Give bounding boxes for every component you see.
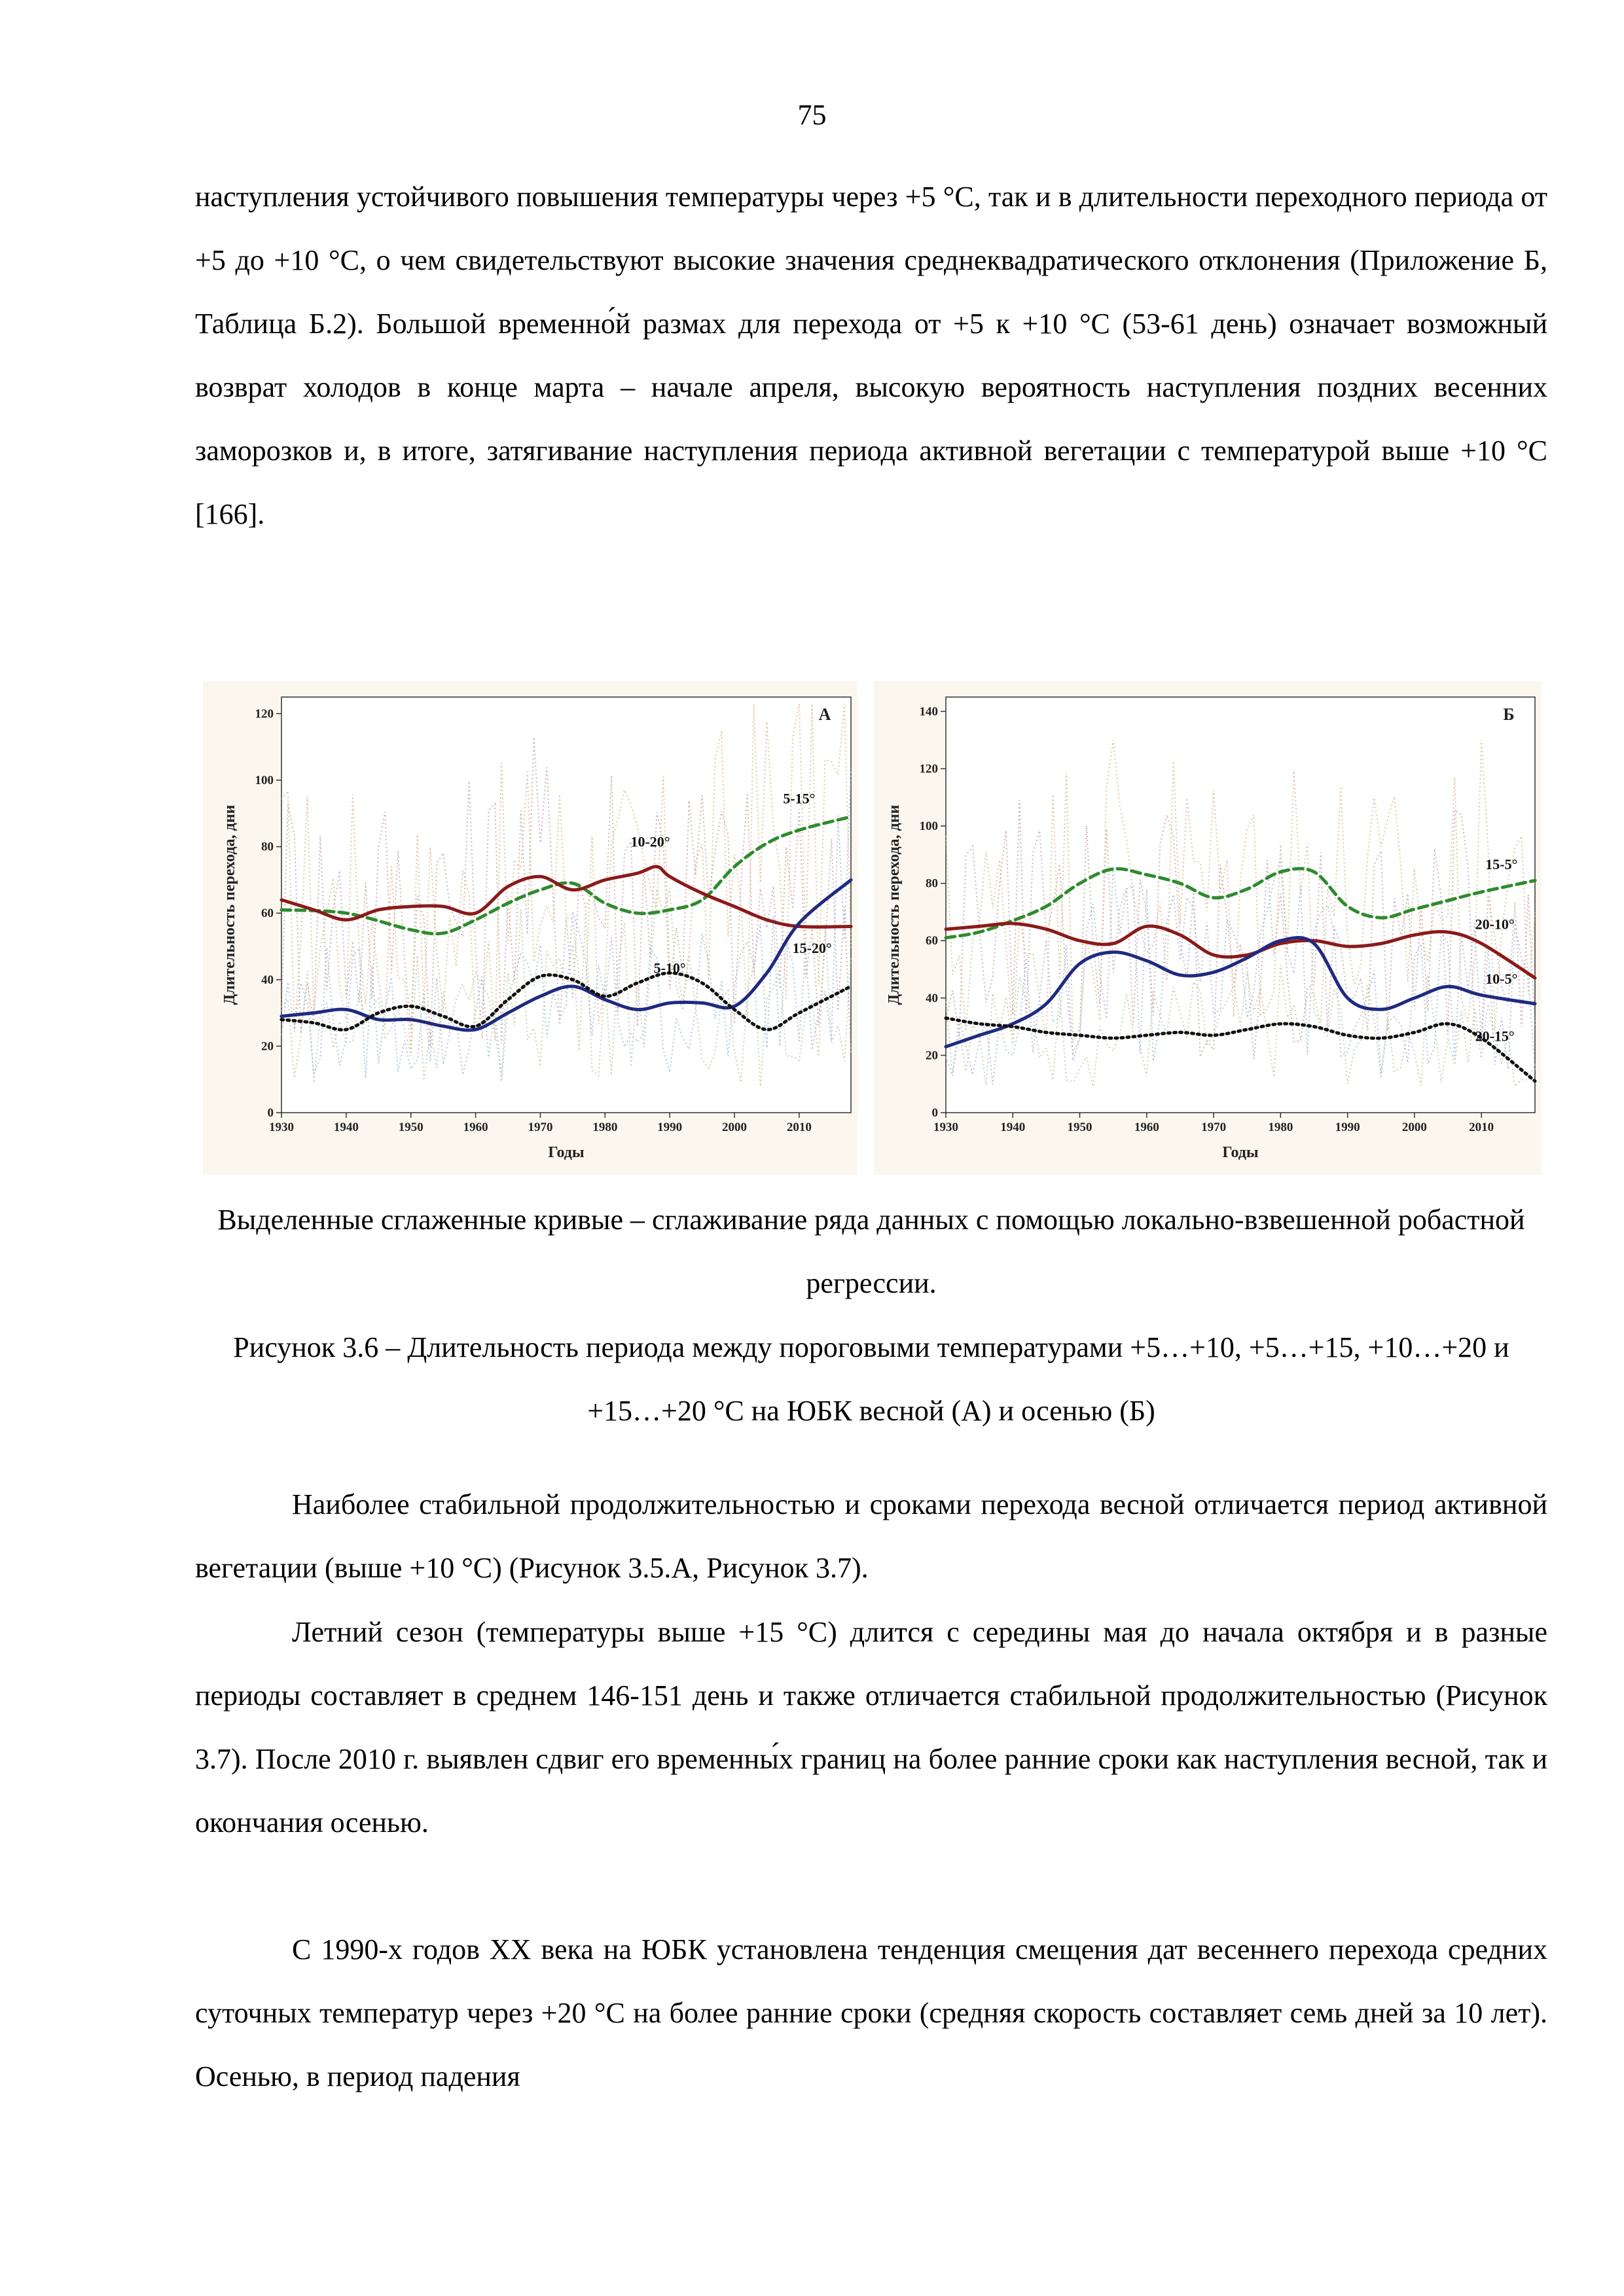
panel-label: Б bbox=[1503, 705, 1514, 724]
y-tick-label: 100 bbox=[255, 774, 274, 787]
paragraph-2: Наиболее стабильной продолжительностью и… bbox=[195, 1488, 1547, 1584]
y-tick-label: 80 bbox=[261, 840, 274, 854]
x-tick-label: 2000 bbox=[722, 1121, 747, 1134]
series-label-a-3: 15-20° bbox=[793, 940, 832, 956]
series-label-b-3: 20-15° bbox=[1475, 1028, 1515, 1045]
chart-panel-b: 1930 1940 1950 1960 1970 1980 1990 2000 2010 0 20 4… bbox=[874, 681, 1542, 1175]
x-tick-label: 1980 bbox=[592, 1121, 617, 1134]
y-tick-label: 80 bbox=[926, 877, 938, 891]
y-tick-label: 60 bbox=[261, 906, 274, 920]
raw-series-a-3 bbox=[281, 888, 852, 1086]
raw-series-b-3 bbox=[945, 965, 1536, 1088]
series-line-b-3 bbox=[944, 1016, 1537, 1083]
y-axis-label: Длительность перехода, дни bbox=[886, 804, 903, 1005]
series-line-a-3 bbox=[280, 971, 853, 1031]
raw-series-a-2 bbox=[281, 768, 852, 1081]
series-line-b-2 bbox=[944, 936, 1537, 1049]
series-label-b-1: 20-10° bbox=[1475, 916, 1515, 933]
chart-a-svg: 1930 1940 1950 1960 1970 1980 1990 2000 2010 0 20 4… bbox=[221, 696, 853, 1161]
series-label-a-0: 5-15° bbox=[783, 791, 815, 807]
figure-note: Выделенные сглаженные кривые – сглаживан… bbox=[217, 1204, 1525, 1299]
y-tick-label: 120 bbox=[920, 762, 939, 776]
paragraph-1: наступления устойчивого повышения темпер… bbox=[195, 181, 1547, 530]
paragraph-4: С 1990-х годов XX века на ЮБК установлен… bbox=[195, 1933, 1547, 2092]
y-tick-label: 40 bbox=[261, 973, 274, 987]
x-tick-label: 1960 bbox=[1134, 1121, 1159, 1134]
x-tick-label: 1940 bbox=[334, 1121, 359, 1134]
plot-area bbox=[281, 696, 852, 1113]
x-tick-label: 1990 bbox=[657, 1121, 682, 1134]
y-tick-label: 40 bbox=[926, 992, 938, 1005]
chart-b-svg: 1930 1940 1950 1960 1970 1980 1990 2000 2010 0 20 4… bbox=[886, 696, 1537, 1161]
raw-series-b-1 bbox=[945, 800, 1536, 1059]
x-tick-label: 1940 bbox=[1000, 1121, 1025, 1134]
panel-label: А bbox=[819, 705, 831, 724]
raw-series-b-2 bbox=[945, 858, 1536, 1085]
x-axis-label: Годы bbox=[1222, 1144, 1259, 1161]
series-line-b-1 bbox=[944, 922, 1537, 980]
y-tick-label: 100 bbox=[920, 819, 939, 833]
x-tick-label: 2000 bbox=[1402, 1121, 1427, 1134]
chart-panel-a: 1930 1940 1950 1960 1970 1980 1990 2000 2010 0 20 4… bbox=[203, 681, 857, 1175]
y-tick-label: 20 bbox=[926, 1049, 938, 1062]
x-tick-label: 1980 bbox=[1268, 1121, 1293, 1134]
x-axis-label: Годы bbox=[548, 1144, 585, 1161]
figure-3-6: 1930 1940 1950 1960 1970 1980 1990 2000 2010 0 20 4… bbox=[203, 681, 1545, 1178]
x-tick-label: 2010 bbox=[1469, 1121, 1494, 1134]
series-line-a-1 bbox=[280, 865, 853, 929]
x-tick-label: 1950 bbox=[1068, 1121, 1092, 1134]
raw-series-a-1 bbox=[281, 737, 852, 1054]
x-tick-label: 1960 bbox=[463, 1121, 488, 1134]
y-tick-label: 120 bbox=[255, 707, 274, 721]
x-tick-label: 1970 bbox=[528, 1121, 552, 1134]
y-tick-label: 60 bbox=[926, 934, 938, 948]
x-tick-label: 2010 bbox=[787, 1121, 812, 1134]
x-tick-label: 1930 bbox=[269, 1121, 294, 1134]
y-tick-label: 140 bbox=[920, 705, 939, 719]
series-line-a-2 bbox=[280, 878, 853, 1032]
page-number: 75 bbox=[797, 99, 827, 131]
y-tick-label: 0 bbox=[268, 1106, 274, 1120]
x-tick-label: 1950 bbox=[399, 1121, 424, 1134]
raw-series-a-0 bbox=[281, 704, 852, 1050]
x-tick-label: 1930 bbox=[933, 1121, 958, 1134]
paragraph-3: Летний сезон (температуры выше +15 °С) д… bbox=[195, 1616, 1547, 1839]
x-tick-label: 1970 bbox=[1201, 1121, 1226, 1134]
y-tick-label: 0 bbox=[932, 1106, 939, 1120]
series-label-b-0: 15-5° bbox=[1485, 856, 1517, 872]
series-label-a-1: 10-20° bbox=[630, 834, 670, 850]
y-axis-label: Длительность перехода, дни bbox=[221, 804, 238, 1005]
x-tick-label: 1990 bbox=[1335, 1121, 1360, 1134]
figure-caption: Рисунок 3.6 – Длительность периода между… bbox=[233, 1331, 1509, 1427]
y-tick-label: 20 bbox=[261, 1039, 274, 1053]
series-label-b-2: 10-5° bbox=[1485, 971, 1517, 987]
series-line-b-0 bbox=[944, 867, 1537, 940]
